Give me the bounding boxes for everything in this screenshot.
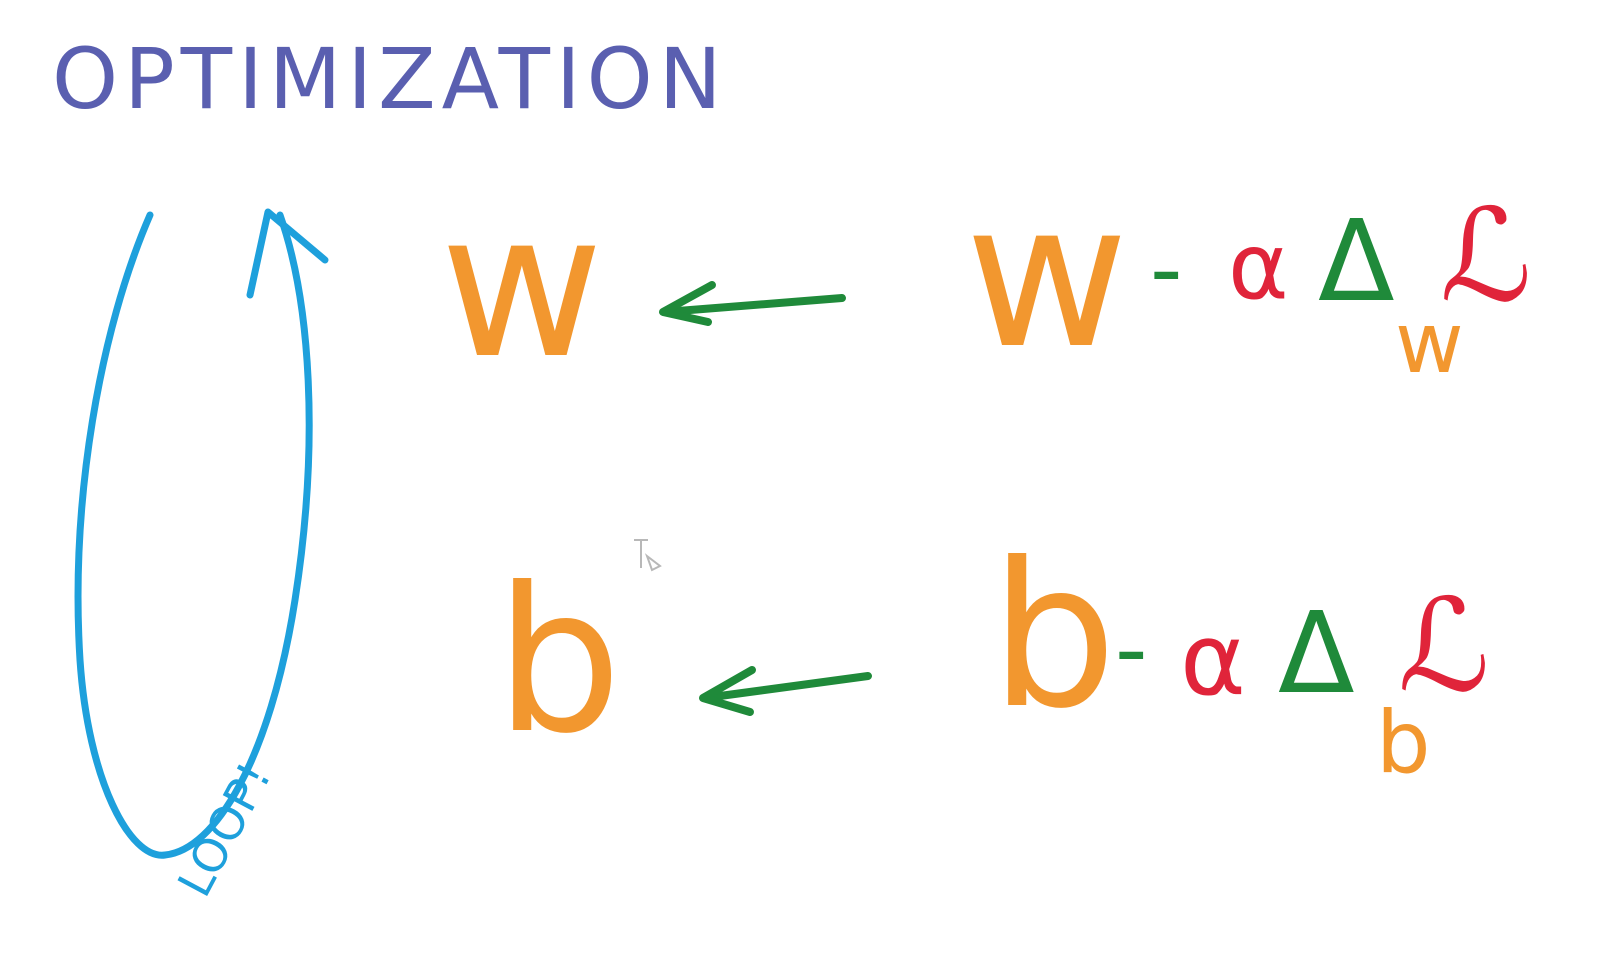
delta-gradient: Δ bbox=[1318, 197, 1395, 327]
left-arrow-icon bbox=[659, 281, 846, 326]
equation-weights: w w - α Δ w ℒ bbox=[440, 160, 1532, 403]
page-title: OPTIMIZATION bbox=[52, 30, 728, 128]
variable-b: b bbox=[495, 545, 622, 778]
alpha-learning-rate: α bbox=[1228, 213, 1289, 320]
left-arrow-icon bbox=[699, 666, 872, 716]
rhs-variable-w: w bbox=[965, 160, 1129, 393]
gradient-subscript-w: w bbox=[1395, 294, 1464, 392]
cursor-icon bbox=[634, 539, 662, 572]
loss-symbol: ℒ bbox=[1440, 182, 1532, 331]
loss-symbol: ℒ bbox=[1398, 572, 1490, 721]
rhs-variable-b: b bbox=[990, 520, 1117, 753]
minus-sign: - bbox=[1150, 217, 1182, 322]
minus-sign: - bbox=[1115, 597, 1147, 702]
loop-arrow-icon bbox=[74, 208, 329, 859]
alpha-learning-rate: α bbox=[1180, 601, 1246, 718]
variable-w: w bbox=[440, 170, 604, 403]
delta-gradient: Δ bbox=[1278, 589, 1355, 719]
gradient-subscript-b: b bbox=[1376, 693, 1431, 793]
loop-label: LOOP! bbox=[167, 754, 282, 905]
equation-bias: b b - α Δ b ℒ bbox=[495, 520, 1490, 793]
